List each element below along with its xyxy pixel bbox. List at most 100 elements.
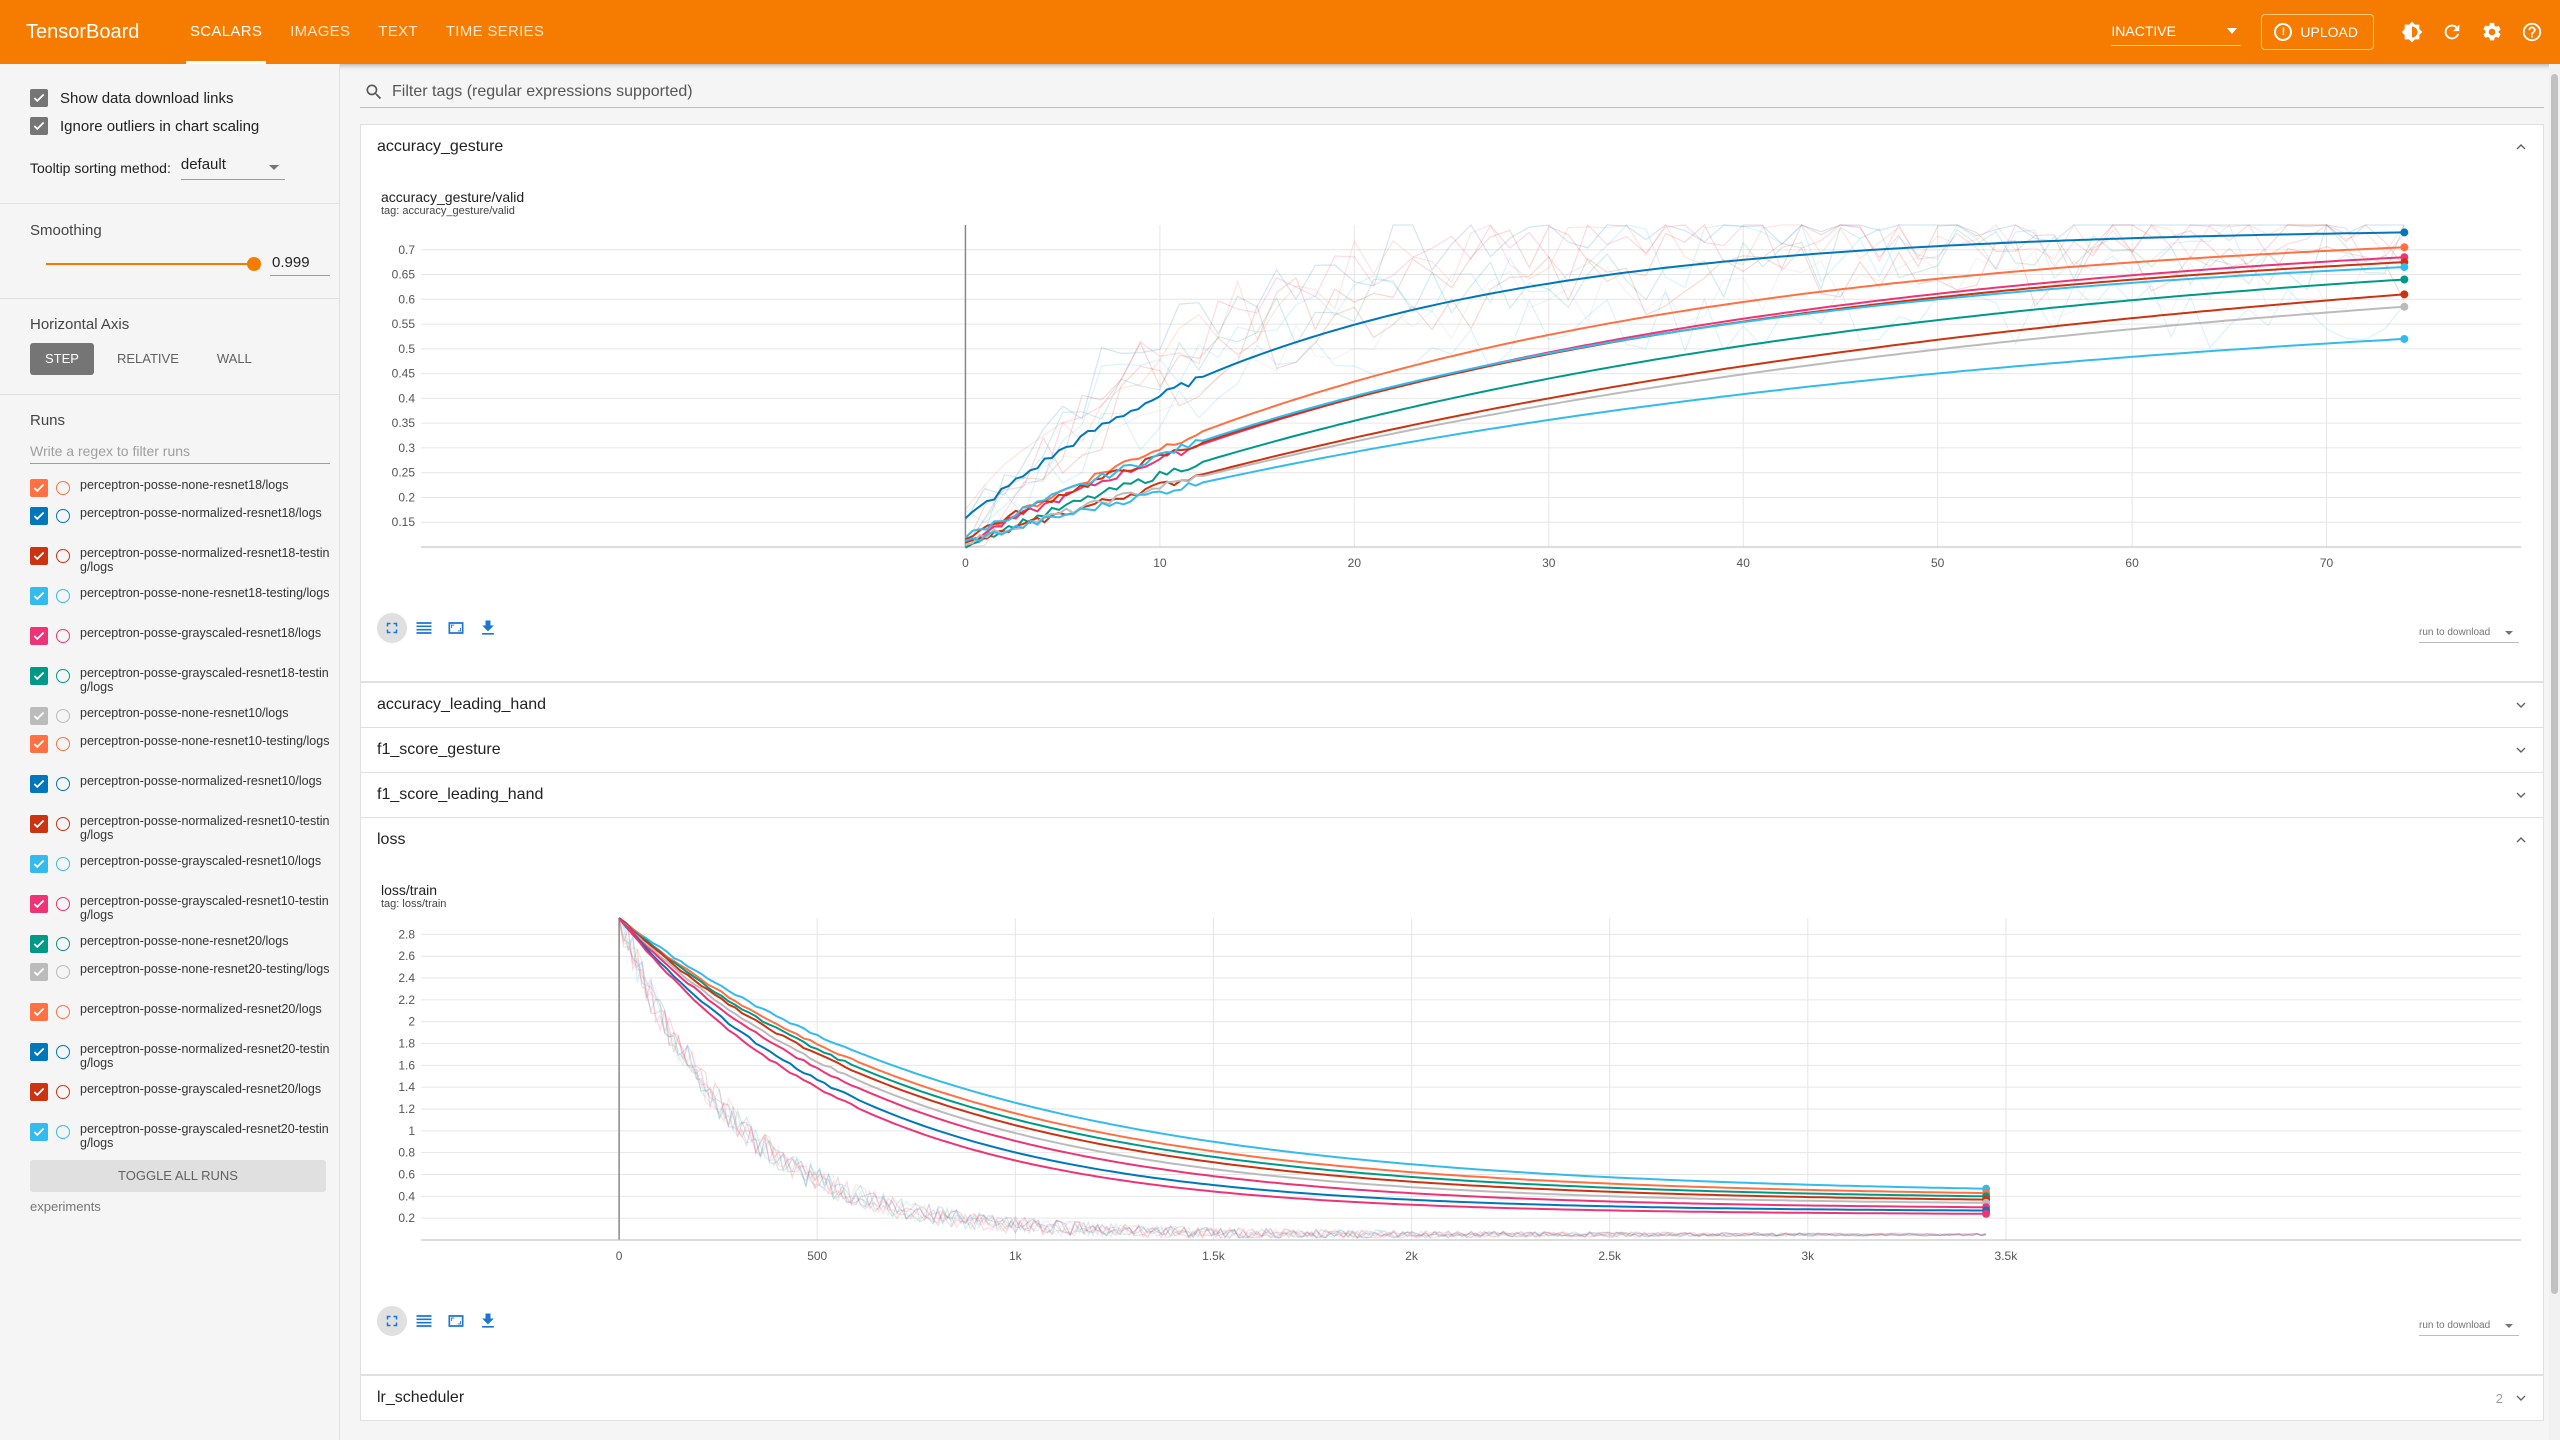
series-end-point[interactable] xyxy=(2400,290,2409,299)
axis-relative-button[interactable]: RELATIVE xyxy=(116,351,179,366)
run-color-swatch[interactable] xyxy=(56,1045,70,1059)
run-item[interactable]: perceptron-posse-grayscaled-resnet18/log… xyxy=(30,626,335,666)
run-color-swatch[interactable] xyxy=(56,817,70,831)
toggle-all-runs-button[interactable]: TOGGLE ALL RUNS xyxy=(30,1160,326,1192)
runs-filter-input[interactable]: Write a regex to filter runs xyxy=(30,438,330,464)
ignore-outliers-checkbox[interactable]: Ignore outliers in chart scaling xyxy=(30,112,309,140)
run-color-swatch[interactable] xyxy=(56,549,70,563)
run-checkbox[interactable] xyxy=(30,855,48,873)
run-color-swatch[interactable] xyxy=(56,937,70,951)
run-checkbox[interactable] xyxy=(30,707,48,725)
run-item[interactable]: perceptron-posse-grayscaled-resnet18-tes… xyxy=(30,666,335,706)
series-end-point[interactable] xyxy=(2400,275,2409,284)
run-color-swatch[interactable] xyxy=(56,965,70,979)
series-end-point[interactable] xyxy=(2400,334,2409,343)
settings-button[interactable] xyxy=(2472,12,2512,52)
tag-filter[interactable]: Filter tags (regular expressions support… xyxy=(360,76,2544,108)
run-color-swatch[interactable] xyxy=(56,1005,70,1019)
run-checkbox[interactable] xyxy=(30,935,48,953)
run-checkbox[interactable] xyxy=(30,735,48,753)
main-scrollbar[interactable] xyxy=(2549,64,2560,1440)
tab-time-series[interactable]: TIME SERIES xyxy=(445,23,545,40)
run-item[interactable]: perceptron-posse-none-resnet10/logs xyxy=(30,706,335,734)
tooltip-sort-select[interactable]: default xyxy=(180,156,285,180)
run-item[interactable]: perceptron-posse-grayscaled-resnet20/log… xyxy=(30,1082,335,1122)
run-item[interactable]: perceptron-posse-normalized-resnet10-tes… xyxy=(30,814,335,854)
series-end-point[interactable] xyxy=(2400,302,2409,311)
section-f1-score-gesture[interactable]: f1_score_gesture xyxy=(360,727,2544,773)
run-checkbox[interactable] xyxy=(30,507,48,525)
run-color-swatch[interactable] xyxy=(56,737,70,751)
loss-train-chart[interactable]: 0.2 0.4 0.6 0.8 1 1.2 1.4 1.6 1.8 2 2.2 2.4 2.6 2.8 0 5… xyxy=(361,910,2545,1300)
help-button[interactable] xyxy=(2512,12,2552,52)
show-download-links-checkbox[interactable]: Show data download links xyxy=(30,84,309,112)
run-checkbox[interactable] xyxy=(30,1123,48,1141)
run-item[interactable]: perceptron-posse-grayscaled-resnet10-tes… xyxy=(30,894,335,934)
run-color-swatch[interactable] xyxy=(56,857,70,871)
series-end-point[interactable] xyxy=(2400,243,2409,252)
fit-domain-button[interactable] xyxy=(377,1306,407,1336)
run-item[interactable]: perceptron-posse-none-resnet20/logs xyxy=(30,934,335,962)
smoothing-slider-track[interactable] xyxy=(46,263,253,265)
fit-view-button[interactable] xyxy=(441,1306,471,1336)
section-accuracy-leading-hand[interactable]: accuracy_leading_hand xyxy=(360,682,2544,728)
run-item[interactable]: perceptron-posse-grayscaled-resnet10/log… xyxy=(30,854,335,894)
run-checkbox[interactable] xyxy=(30,1083,48,1101)
run-color-swatch[interactable] xyxy=(56,897,70,911)
fit-view-button[interactable] xyxy=(441,613,471,643)
scrollbar-thumb[interactable] xyxy=(2551,74,2558,1294)
run-checkbox[interactable] xyxy=(30,815,48,833)
smoothing-slider-thumb[interactable] xyxy=(247,257,261,271)
run-color-swatch[interactable] xyxy=(56,509,70,523)
run-checkbox[interactable] xyxy=(30,587,48,605)
run-checkbox[interactable] xyxy=(30,1043,48,1061)
run-item[interactable]: perceptron-posse-none-resnet18-testing/l… xyxy=(30,586,335,626)
run-item[interactable]: perceptron-posse-none-resnet18/logs xyxy=(30,478,335,506)
section-header[interactable]: accuracy_gesture xyxy=(361,125,2543,169)
toggle-log-scale-button[interactable] xyxy=(409,1306,439,1336)
run-color-swatch[interactable] xyxy=(56,1125,70,1139)
run-download-select[interactable]: run to download xyxy=(2419,1316,2519,1336)
run-color-swatch[interactable] xyxy=(56,709,70,723)
run-color-swatch[interactable] xyxy=(56,1085,70,1099)
series-end-point[interactable] xyxy=(2400,228,2409,237)
run-color-swatch[interactable] xyxy=(56,589,70,603)
axis-wall-button[interactable]: WALL xyxy=(216,351,252,366)
run-checkbox[interactable] xyxy=(30,547,48,565)
tab-scalars[interactable]: SCALARS xyxy=(176,0,276,64)
run-checkbox[interactable] xyxy=(30,1003,48,1021)
fit-domain-button[interactable] xyxy=(377,613,407,643)
run-checkbox[interactable] xyxy=(30,895,48,913)
run-download-select[interactable]: run to download xyxy=(2419,623,2519,643)
section-header[interactable]: loss xyxy=(361,818,2543,862)
download-button[interactable] xyxy=(473,613,503,643)
run-color-swatch[interactable] xyxy=(56,481,70,495)
upload-button[interactable]: ! UPLOAD xyxy=(2261,14,2374,50)
accuracy-gesture-chart[interactable]: 0.15 0.2 0.25 0.3 0.35 0.4 0.45 0.5 0.55 0.6 0.65 0… xyxy=(361,217,2545,607)
run-color-swatch[interactable] xyxy=(56,669,70,683)
axis-step-button[interactable]: STEP xyxy=(30,343,94,375)
toggle-log-scale-button[interactable] xyxy=(409,613,439,643)
section-lr-scheduler[interactable]: lr_scheduler 2 xyxy=(360,1375,2544,1421)
tab-images[interactable]: IMAGES xyxy=(290,23,351,40)
run-item[interactable]: perceptron-posse-normalized-resnet18-tes… xyxy=(30,546,335,586)
run-item[interactable]: perceptron-posse-normalized-resnet20/log… xyxy=(30,1002,335,1042)
run-checkbox[interactable] xyxy=(30,775,48,793)
series-end-point[interactable] xyxy=(1982,1209,1991,1218)
tab-text[interactable]: TEXT xyxy=(378,23,418,40)
run-color-swatch[interactable] xyxy=(56,629,70,643)
run-checkbox[interactable] xyxy=(30,627,48,645)
run-item[interactable]: perceptron-posse-normalized-resnet18/log… xyxy=(30,506,335,546)
run-checkbox[interactable] xyxy=(30,667,48,685)
run-color-swatch[interactable] xyxy=(56,777,70,791)
series-end-point[interactable] xyxy=(2400,263,2409,272)
plugin-state-select[interactable]: INACTIVE xyxy=(2111,18,2242,46)
run-item[interactable]: perceptron-posse-none-resnet20-testing/l… xyxy=(30,962,335,1002)
download-button[interactable] xyxy=(473,1306,503,1336)
section-f1-score-leading-hand[interactable]: f1_score_leading_hand xyxy=(360,772,2544,818)
run-item[interactable]: perceptron-posse-normalized-resnet20-tes… xyxy=(30,1042,335,1082)
run-checkbox[interactable] xyxy=(30,963,48,981)
refresh-button[interactable] xyxy=(2432,12,2472,52)
run-checkbox[interactable] xyxy=(30,479,48,497)
run-item[interactable]: perceptron-posse-none-resnet10-testing/l… xyxy=(30,734,335,774)
